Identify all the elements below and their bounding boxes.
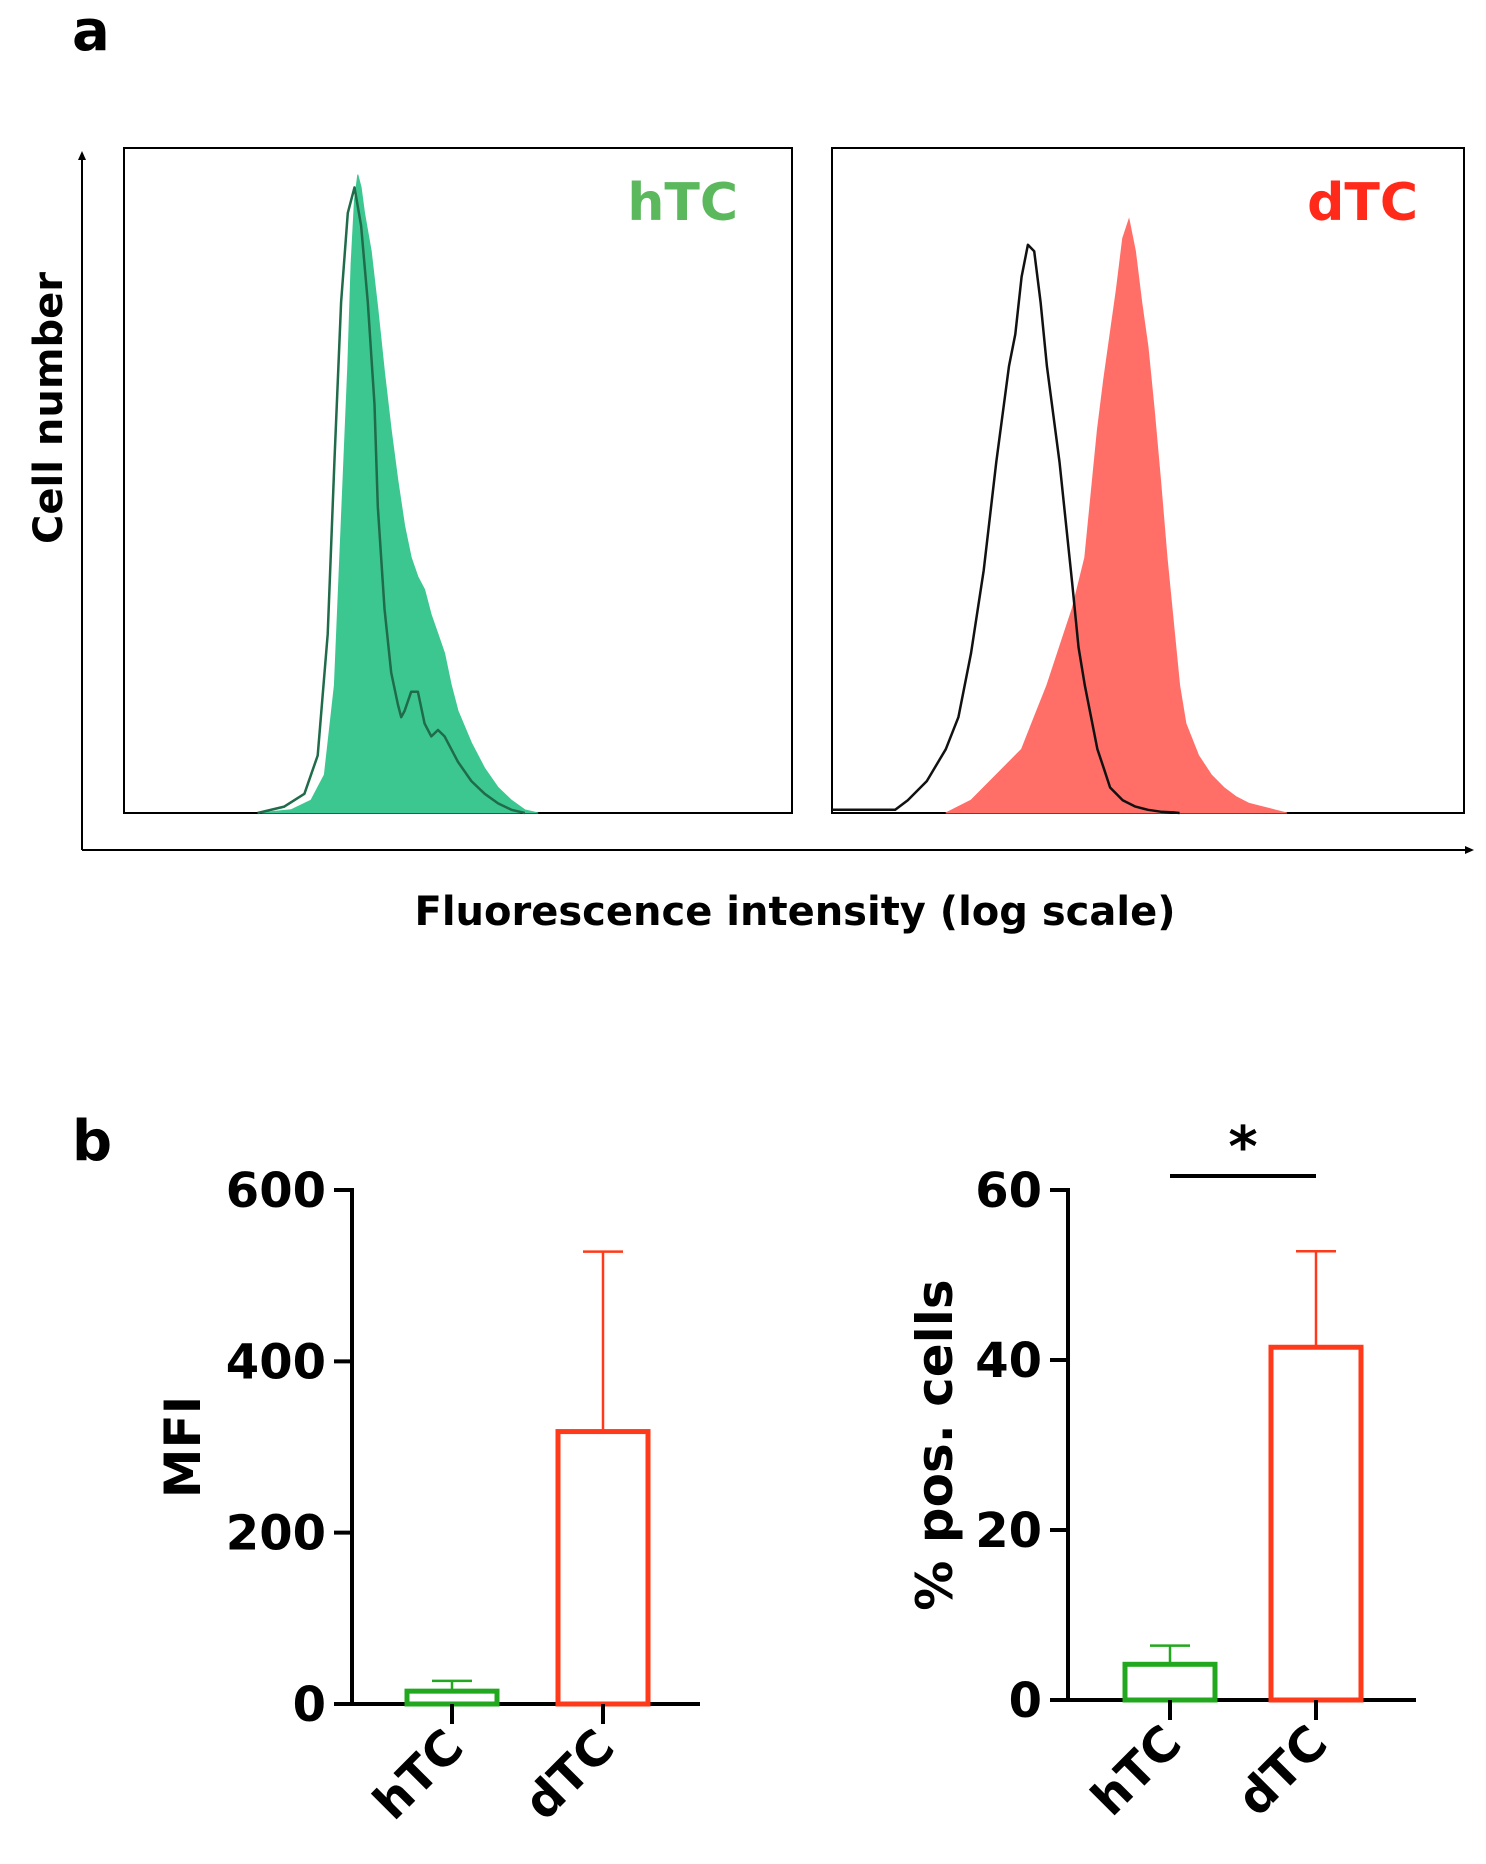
mfi-y-tick-label: 400 [226,1334,326,1390]
mfi-bar-dtc [555,1429,651,1707]
histogram-dtc-label: dTC [1307,173,1418,233]
bar-chart-mfi: 0 200 400 600 MFI hTC dTC [154,1163,700,1831]
mfi-category-label-htc: hTC [363,1719,475,1831]
pos-category-label-dtc: dTC [1227,1715,1339,1827]
histogram-dtc-isotype-line [832,243,1180,815]
mfi-bar-htc [404,1688,500,1707]
histogram-dtc-stained-area [945,217,1288,814]
pos-bar-dtc [1268,1344,1364,1703]
histogram-htc-label: hTC [627,173,738,233]
x-axis-label-fluorescence: Fluorescence intensity (log scale) [415,889,1176,935]
pos-y-tick-label: 40 [975,1333,1042,1389]
histogram-htc-stained-area [257,174,539,814]
y-axis-label-cell-number: Cell number [26,272,72,544]
pos-significance-star: * [1228,1115,1257,1180]
pos-y-tick-label: 20 [975,1503,1042,1559]
histogram-dtc: dTC [831,147,1465,815]
pos-category-label-htc: hTC [1081,1715,1193,1827]
pos-y-tick-label: 0 [1009,1673,1042,1729]
bar-chart-pos-cells: 0 20 40 60 % pos. cells hTC dTC * [906,1115,1416,1827]
pos-bar-htc [1122,1661,1218,1703]
mfi-category-label-dtc: dTC [514,1719,626,1831]
histogram-htc: hTC [123,147,793,815]
mfi-y-tick-label: 0 [293,1677,326,1733]
mfi-y-axis-label: MFI [154,1396,212,1499]
histogram-htc-isotype-line [257,186,526,815]
panel-a-label: a [72,0,110,64]
pos-y-tick-label: 60 [975,1163,1042,1219]
mfi-y-tick-label: 200 [226,1506,326,1562]
mfi-y-tick-label: 600 [226,1163,326,1219]
pos-y-axis-label: % pos. cells [906,1279,964,1610]
panel-b-label: b [72,1109,112,1174]
